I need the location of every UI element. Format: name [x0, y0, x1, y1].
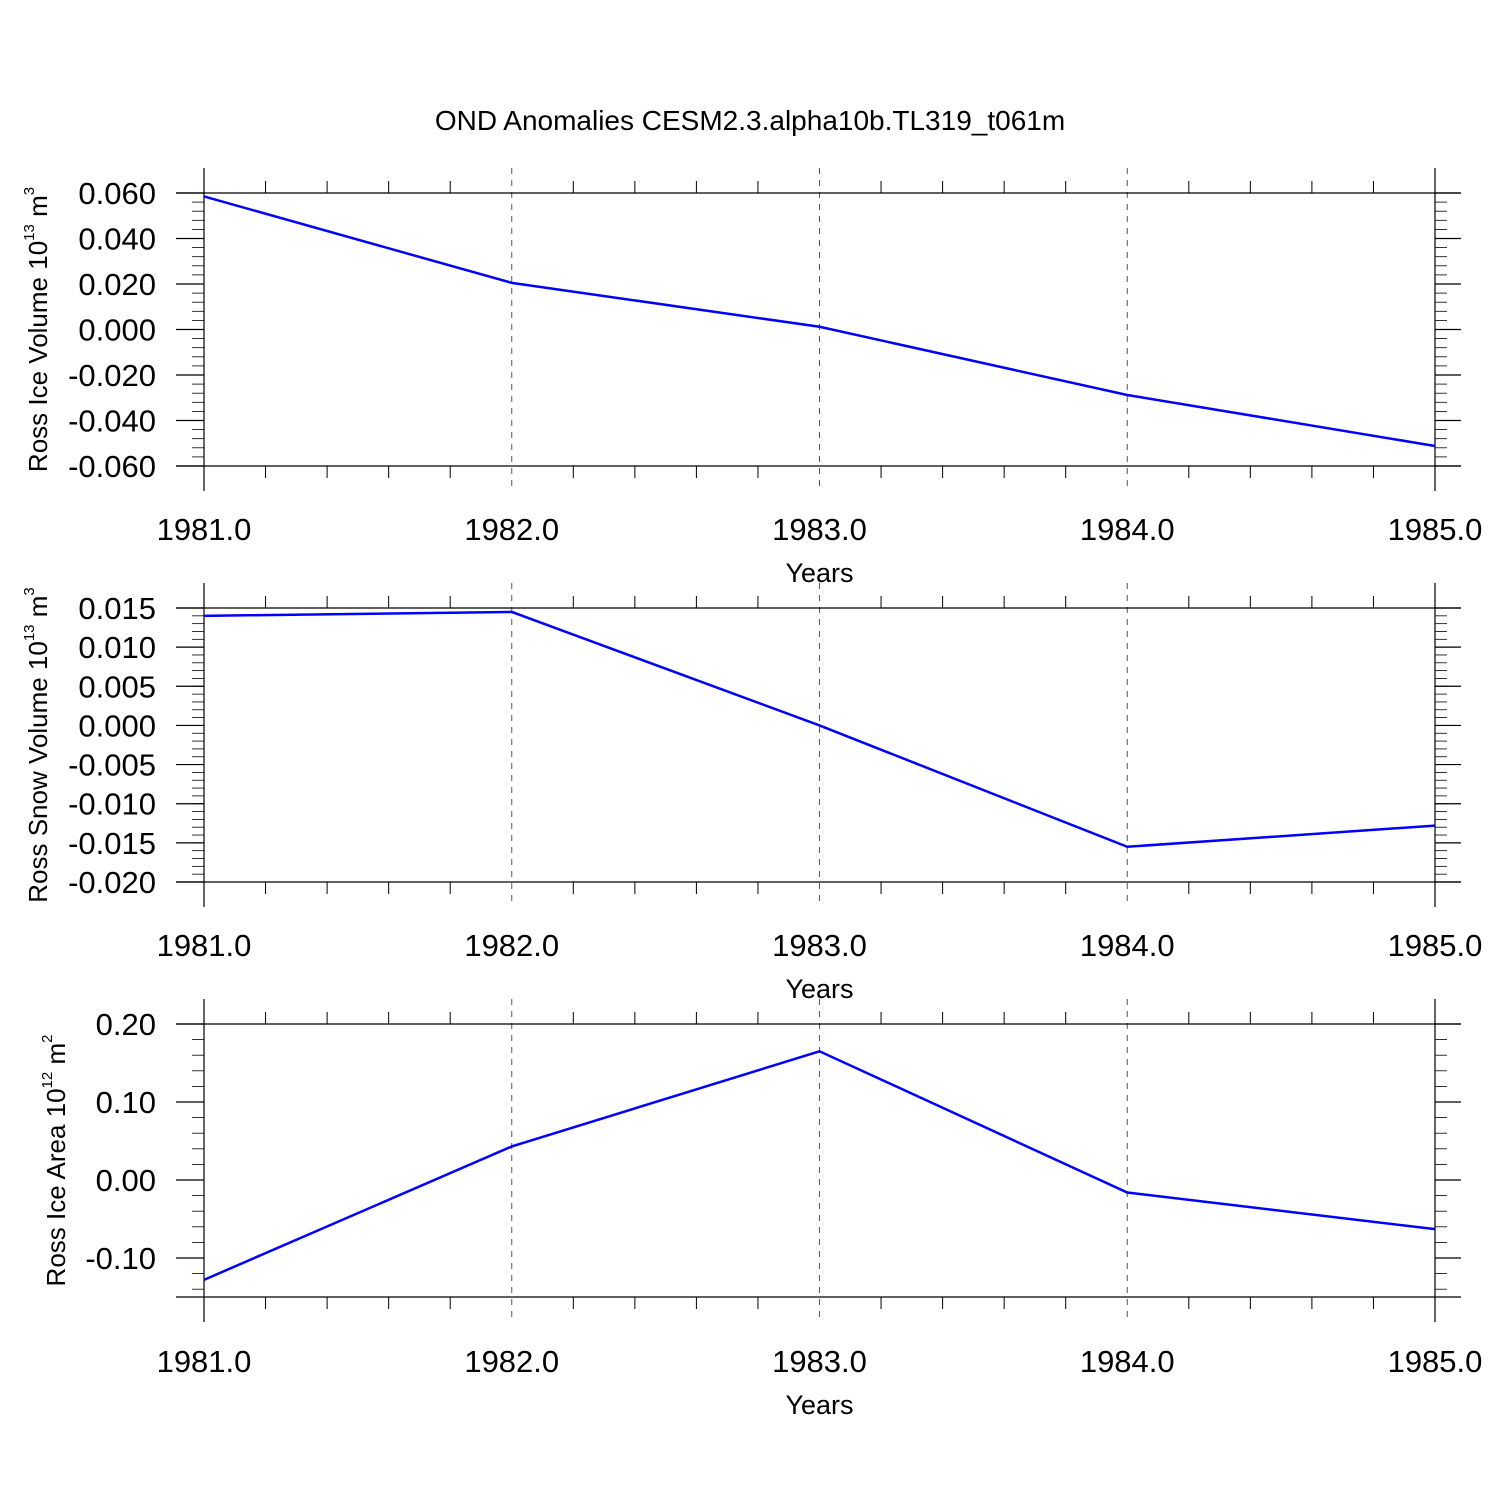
x-tick-label: 1981.0 — [157, 928, 252, 963]
y-tick-label: 0.020 — [78, 267, 156, 302]
x-tick-label: 1983.0 — [772, 1344, 867, 1379]
y-tick-label: 0.015 — [78, 591, 156, 626]
x-tick-label: 1984.0 — [1080, 512, 1175, 547]
y-axis-label: Ross Snow Volume 1013 m3 — [21, 587, 53, 903]
series-line — [203, 195, 1436, 448]
y-tick-label: -0.10 — [85, 1241, 156, 1276]
x-tick-label: 1985.0 — [1388, 928, 1483, 963]
x-tick-label: 1982.0 — [464, 512, 559, 547]
y-tick-label: -0.060 — [68, 449, 156, 484]
chart-title: OND Anomalies CESM2.3.alpha10b.TL319_t06… — [435, 105, 1065, 136]
y-tick-label: -0.020 — [68, 865, 156, 900]
panel-1: 1981.0 1982.0 1983.0 1984.0 1985.0Years0.060… — [21, 168, 1482, 588]
y-tick-label: 0.005 — [78, 669, 156, 704]
panel-2: 1981.0 1982.0 1983.0 1984.0 1985.0Years0.015… — [21, 583, 1482, 1004]
series-line — [203, 610, 1436, 849]
x-tick-label: 1983.0 — [772, 512, 867, 547]
y-tick-label: -0.005 — [68, 748, 156, 783]
y-tick-label: -0.010 — [68, 787, 156, 822]
y-tick-label: -0.015 — [68, 826, 156, 861]
y-tick-label: 0.010 — [78, 630, 156, 665]
y-tick-label: 0.000 — [78, 708, 156, 743]
y-tick-label: 0.00 — [96, 1163, 156, 1198]
y-tick-label: 0.040 — [78, 222, 156, 257]
x-tick-label: 1984.0 — [1080, 1344, 1175, 1379]
x-tick-label: 1981.0 — [157, 1344, 252, 1379]
y-tick-label: 0.060 — [78, 176, 156, 211]
panel-3: 1981.0 1982.0 1983.0 1984.0 1985.0 Years 0.20 0… — [39, 999, 1482, 1420]
y-axis-label: Ross Ice Area 1012 m2 — [39, 1035, 71, 1287]
x-tick-label: 1982.0 — [464, 928, 559, 963]
x-tick-label: 1981.0 — [157, 512, 252, 547]
x-tick-label: 1982.0 — [464, 1344, 559, 1379]
x-tick-label: 1983.0 — [772, 928, 867, 963]
y-axis-label: Ross Ice Volume 1013 m3 — [21, 187, 53, 472]
y-tick-label: -0.040 — [68, 404, 156, 439]
x-tick-label: 1984.0 — [1080, 928, 1175, 963]
x-axis-label: Years — [785, 1390, 853, 1420]
x-tick-label: 1985.0 — [1388, 512, 1483, 547]
y-tick-label: -0.020 — [68, 358, 156, 393]
y-tick-label: 0.20 — [96, 1007, 156, 1042]
y-tick-label: 0.000 — [78, 313, 156, 348]
series-line — [203, 1049, 1436, 1281]
y-tick-label: 0.10 — [96, 1085, 156, 1120]
x-tick-label: 1985.0 — [1388, 1344, 1483, 1379]
